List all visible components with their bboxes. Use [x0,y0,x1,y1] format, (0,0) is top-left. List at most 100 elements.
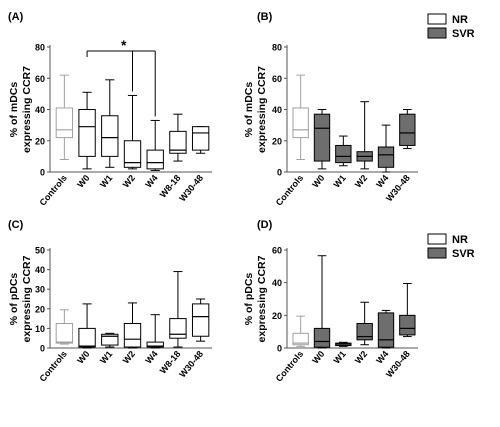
panel-d: (D) % of pDCs expressing CCR7 0 20 40 60 Contro… [243,219,418,384]
box-w0 [313,255,331,349]
significance-star: * [121,37,127,53]
y-tick-label: 40 [35,105,45,115]
legend-label-nr: NR [452,234,468,246]
panel-label: (A) [8,11,24,23]
x-tick-label: W2 [121,173,137,190]
legend: NR SVR [427,13,475,40]
y-axis-label: % of mDCs [8,82,20,138]
box-controls [292,74,309,160]
x-tick-label: Controls [37,349,68,384]
box-iqr [313,327,331,348]
y-tick-label: 30 [35,285,45,295]
box-iqr [356,323,373,341]
box-w0 [78,303,96,349]
panel-c: (C) % of pDCs expressing CCR7 0 10 20 30 40 50 Co… [8,219,212,384]
legend-swatch-svr [427,27,447,39]
y-tick-label: 40 [272,278,282,288]
x-tick-label: W1 [332,349,348,366]
box-w30-48 [399,282,416,338]
x-tick-label: W2 [353,173,369,190]
box-controls [292,315,309,347]
box-iqr [377,312,395,348]
box-w2 [123,94,142,170]
box-iqr [313,113,331,162]
box-w1 [335,135,352,167]
y-axis-label: expressing CCR7 [256,255,268,342]
box-iqr [169,318,187,339]
box-w4 [146,119,164,171]
legend-label-svr: SVR [452,248,475,260]
box-w1 [101,332,119,348]
legend: NR SVR [427,233,475,260]
x-tick-label: W4 [143,173,159,190]
x-tick-label: W30-48 [177,173,205,204]
x-tick-label: W1 [332,173,348,190]
panel-label: (D) [257,219,273,231]
x-tick-label: W0 [310,349,326,366]
y-tick-label: 40 [35,265,45,275]
legend-swatch-svr [427,247,447,259]
y-tick-label: 40 [272,105,282,115]
box-w4 [377,124,395,173]
box-iqr [55,107,74,139]
y-axis-label: % of mDCs [243,82,255,138]
y-tick-label: 80 [272,43,282,53]
box-iqr [101,115,119,157]
box-iqr [78,327,96,348]
x-tick-label: W0 [310,173,326,190]
y-tick-label: 0 [277,344,282,354]
box-iqr [55,323,74,344]
box-w4 [146,314,164,349]
box-iqr [292,332,309,346]
x-tick-label: W4 [374,349,390,366]
box-w8-18 [169,113,187,162]
box-iqr [101,333,119,346]
x-tick-label: W0 [75,173,91,190]
panel-label: (C) [8,219,24,231]
box-w1 [101,79,119,168]
box-w30-48 [191,126,210,154]
box-iqr [78,109,96,157]
box-iqr [377,146,395,168]
x-tick-label: W2 [121,349,137,366]
y-tick-label: 60 [272,246,282,256]
x-tick-label: W4 [143,349,159,366]
y-axis-label: % of pDCs [243,273,255,326]
panel-label: (B) [257,11,273,23]
y-axis-label: % of pDCs [8,273,20,326]
x-tick-label: W2 [353,349,369,366]
box-iqr [123,323,142,348]
box-w1 [335,341,352,347]
box-iqr [146,341,164,348]
box-w2 [356,301,373,346]
box-iqr [123,140,142,168]
box-w0 [313,109,331,170]
y-axis-label: expressing CCR7 [21,66,33,153]
x-tick-label: W1 [98,349,114,366]
panel-a: (A) % of mDCs expressing CCR7 0 20 40 60 80 Cont… [8,11,212,208]
x-tick-label: Controls [274,173,305,208]
x-tick-label: W30-48 [177,349,205,380]
y-tick-label: 20 [272,136,282,146]
y-tick-label: 0 [40,168,45,178]
y-tick-label: 50 [35,246,45,256]
x-tick-label: Controls [37,173,68,208]
y-tick-label: 20 [35,136,45,146]
y-axis-label: expressing CCR7 [256,66,268,153]
legend-label-svr: SVR [452,28,475,40]
x-tick-label: Controls [274,349,305,384]
y-tick-label: 20 [35,304,45,314]
y-tick-label: 80 [35,43,45,53]
box-w0 [78,91,96,170]
x-tick-label: W0 [75,349,91,366]
box-iqr [399,314,416,336]
y-tick-label: 60 [272,74,282,84]
box-iqr [399,113,416,146]
box-iqr [191,126,210,151]
panel-b: (B) % of mDCs expressing CCR7 0 20 40 60 80 Cont… [243,11,418,208]
box-w30-48 [399,109,416,150]
legend-swatch-nr [427,13,447,25]
box-controls [55,74,74,160]
y-tick-label: 0 [277,168,282,178]
